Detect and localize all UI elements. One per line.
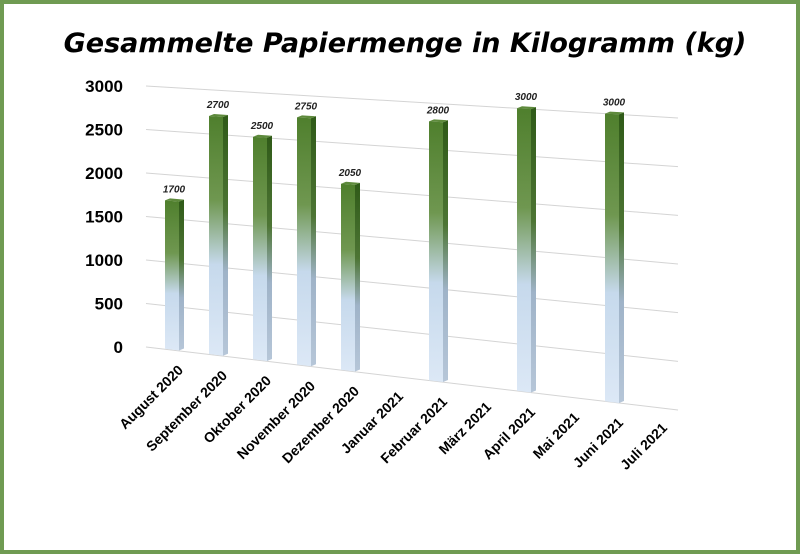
bar <box>165 198 184 351</box>
grid-layer <box>145 85 679 411</box>
bar-side <box>355 182 360 372</box>
bar <box>209 114 228 356</box>
y-tick-label: 2000 <box>85 164 123 183</box>
bar-front <box>517 108 531 393</box>
data-label: 2750 <box>294 101 318 112</box>
bar-top <box>605 111 624 115</box>
bar-top <box>341 181 360 185</box>
x-tick-label: Juli 2021 <box>617 419 670 472</box>
bar-top <box>253 134 272 138</box>
data-label: 2700 <box>206 100 230 111</box>
gridline <box>145 346 679 411</box>
bar-top <box>297 115 316 119</box>
bar-side <box>311 116 316 367</box>
bar-side <box>443 120 448 382</box>
data-label: 2500 <box>250 121 274 132</box>
y-tick-label: 500 <box>95 295 123 314</box>
bar-layer <box>165 106 624 403</box>
bar-front <box>165 200 179 351</box>
gridline <box>145 172 679 216</box>
bar-top <box>209 114 228 117</box>
gridline <box>145 303 679 362</box>
bar-front <box>341 183 355 372</box>
y-tick-label: 1000 <box>85 251 123 270</box>
bar-side <box>267 135 272 361</box>
bar-top <box>165 198 184 202</box>
bar <box>253 134 272 361</box>
bar-front <box>209 116 223 356</box>
data-label: 2800 <box>426 105 450 116</box>
gridline <box>145 85 679 119</box>
bar-side <box>619 112 624 403</box>
bar <box>517 106 536 393</box>
bar <box>341 181 360 372</box>
y-axis: 0 500 1000 1500 2000 2500 3000 <box>85 77 123 357</box>
y-tick-label: 1500 <box>85 208 123 227</box>
data-label-layer: 1700 2700 2500 2750 2050 2800 3000 3000 <box>163 92 626 195</box>
gridline <box>145 216 679 265</box>
bar-top <box>429 119 448 123</box>
bar-front <box>297 117 311 367</box>
data-label: 1700 <box>163 184 186 195</box>
gridline <box>145 259 679 314</box>
bar-front <box>253 136 267 361</box>
bar-front <box>429 121 443 382</box>
gridline <box>145 129 679 168</box>
y-tick-label: 2500 <box>85 121 123 140</box>
y-tick-label: 0 <box>114 338 123 357</box>
bar-top <box>517 106 536 110</box>
chart-title: Gesammelte Papiermenge in Kilogramm (kg) <box>64 28 747 59</box>
data-label: 2050 <box>338 168 362 179</box>
bar <box>429 119 448 382</box>
bar-side <box>531 107 536 393</box>
bar <box>297 115 316 367</box>
bar <box>605 111 624 403</box>
y-tick-label: 3000 <box>85 77 123 96</box>
data-label: 3000 <box>603 98 626 109</box>
data-label: 3000 <box>515 92 538 103</box>
bar-front <box>605 113 619 403</box>
bar-side <box>223 114 228 356</box>
bar-side <box>179 199 184 351</box>
